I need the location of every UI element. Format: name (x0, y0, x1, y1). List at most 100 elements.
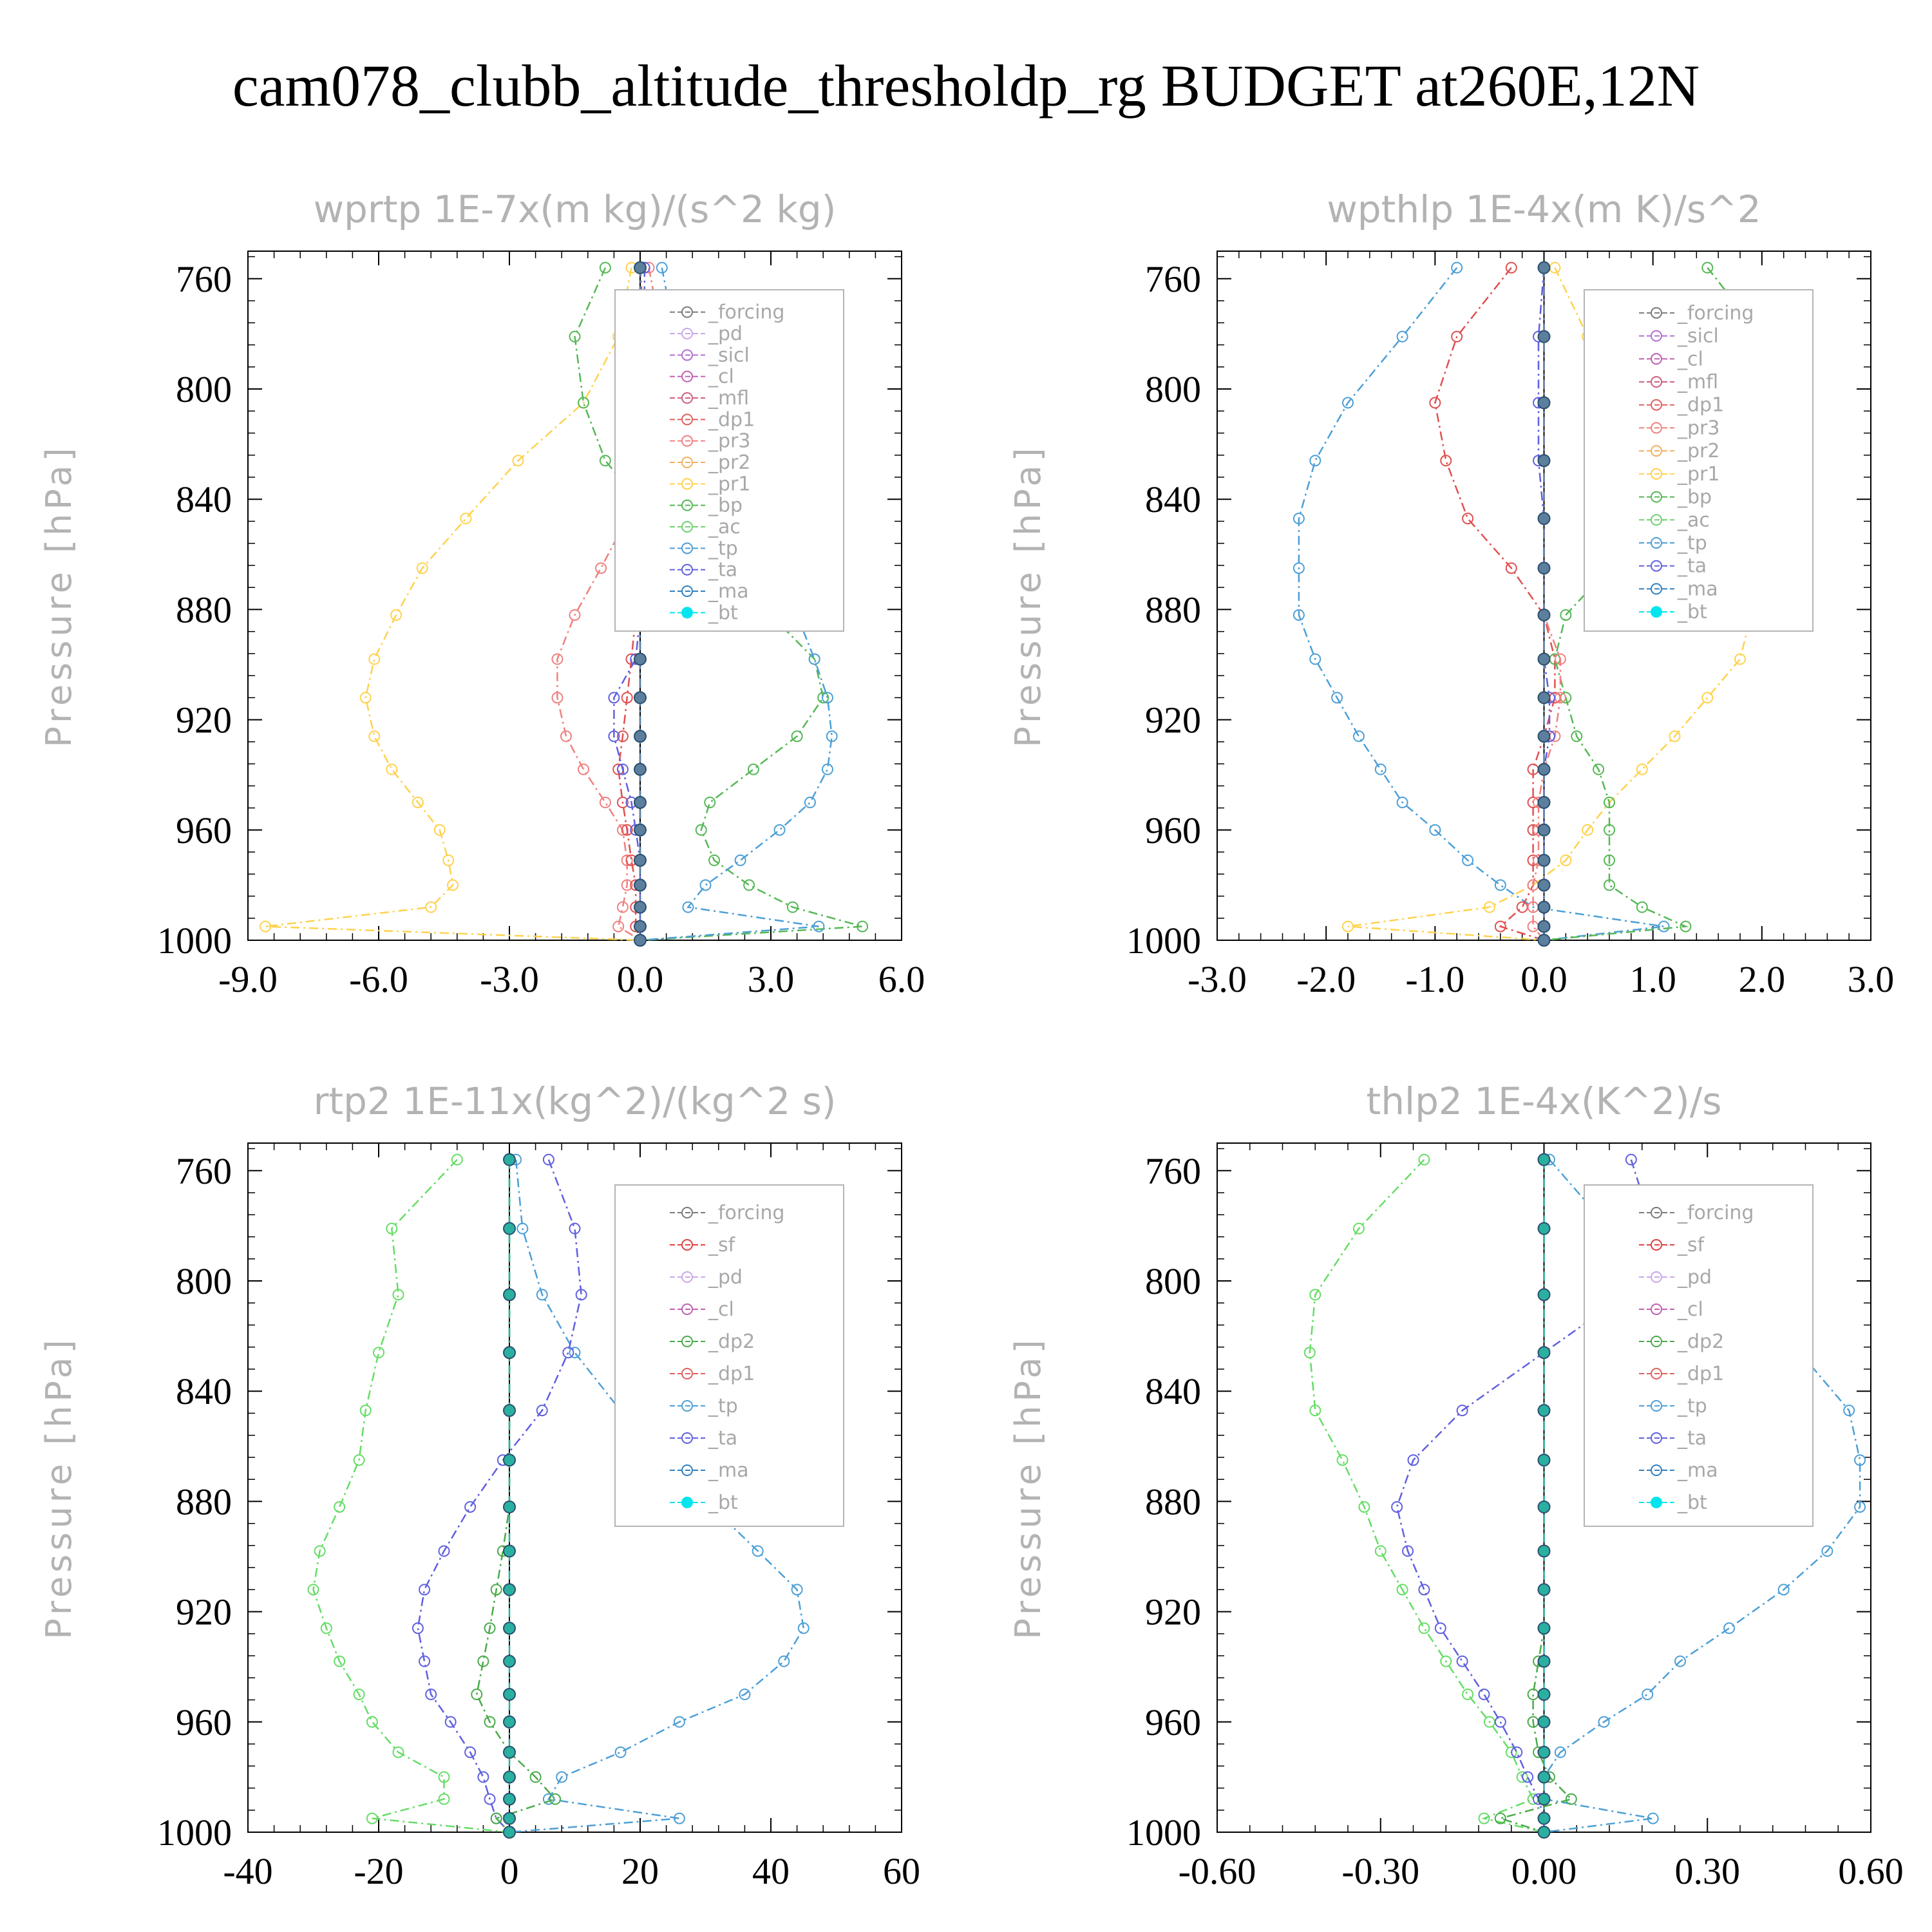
legend-marker (681, 1303, 693, 1315)
plot-frame (247, 1142, 902, 1833)
legend-marker (1651, 537, 1662, 549)
data-point (1565, 1793, 1577, 1805)
x-tick-label: -6.0 (349, 958, 408, 1000)
legend-marker (1651, 1400, 1662, 1412)
data-point (575, 1289, 587, 1301)
series-line (1309, 1159, 1544, 1833)
y-tick-label: 960 (1145, 1701, 1201, 1743)
series-dp2 (1494, 1153, 1577, 1838)
legend-marker (1651, 606, 1662, 618)
data-point (608, 730, 620, 743)
legend-marker (1651, 1464, 1662, 1476)
data-point (1537, 730, 1551, 743)
data-point (490, 1812, 502, 1824)
data-point (353, 1689, 365, 1700)
legend-entry: _ac (1639, 509, 1710, 531)
data-point (1537, 1500, 1551, 1513)
legend-label: _cl (1677, 1298, 1703, 1321)
legend-entry: _ma (670, 1459, 749, 1482)
data-point (673, 1716, 685, 1728)
series-line (417, 1159, 582, 1833)
legend: _forcing_pd_sicl_cl_mfl_dp1_pr3_pr2_pr1_… (614, 289, 844, 632)
legend: _forcing _sf _pd _cl _dp2 _dp1 _tp _ta _ma _bt (1584, 1184, 1814, 1527)
x-tick-label: -3.0 (480, 958, 539, 1000)
data-point (1494, 1716, 1506, 1728)
data-point (1505, 562, 1517, 574)
legend-entry: _ac (670, 516, 741, 538)
legend-marker (1651, 468, 1662, 480)
data-point (1625, 1153, 1637, 1166)
legend-entry: _sf (670, 1234, 736, 1256)
x-tick-label: 0.00 (1511, 1850, 1577, 1892)
legend-marker (681, 349, 693, 361)
legend-entry: _cl (1639, 348, 1703, 370)
data-point (386, 763, 398, 775)
legend-marker (681, 542, 693, 554)
y-tick-label: 800 (1145, 368, 1201, 410)
data-point (1331, 692, 1343, 704)
legend-entry: _forcing (670, 1202, 784, 1224)
data-point (616, 797, 629, 808)
data-point (556, 1771, 568, 1783)
data-point (1456, 1405, 1468, 1417)
data-point (791, 730, 803, 743)
y-axis-label: Pressure [hPa] (39, 1336, 79, 1639)
y-axis-label: Pressure [hPa] (39, 444, 79, 747)
y-tick-label: 920 (176, 1591, 232, 1633)
y-tick-label: 800 (176, 368, 232, 410)
legend-label: _tp (1677, 1395, 1707, 1417)
legend-label: _bt (1677, 601, 1707, 623)
series-line (1497, 1159, 1573, 1833)
data-point (621, 824, 633, 836)
data-point (634, 934, 647, 947)
legend-label: _dp1 (1677, 1363, 1724, 1385)
data-point (1734, 653, 1746, 665)
data-point (334, 1501, 346, 1513)
series-line (1532, 267, 1562, 941)
data-point (1516, 1771, 1528, 1783)
y-axis-label: Pressure [hPa] (1008, 444, 1048, 747)
data-point (1309, 455, 1321, 467)
data-point (373, 1347, 384, 1359)
data-point (1537, 934, 1551, 947)
x-tick-label: -20 (354, 1850, 403, 1892)
data-point (608, 692, 620, 704)
legend-label: _dp1 (1677, 394, 1724, 417)
data-point (1494, 920, 1506, 933)
data-point (1821, 1545, 1833, 1557)
legend-marker (681, 1207, 693, 1218)
data-point (503, 1622, 516, 1635)
data-point (1604, 854, 1615, 866)
legend-entry: _forcing (1639, 1202, 1754, 1224)
legend-label: _ma (1677, 1459, 1718, 1482)
data-point (1483, 901, 1495, 913)
legend-marker (1651, 376, 1662, 388)
data-point (1396, 1584, 1408, 1596)
legend-label: _ma (708, 1459, 749, 1482)
legend-marker (681, 1271, 693, 1283)
data-point (1456, 1655, 1468, 1667)
x-tick-label: -2.0 (1296, 958, 1356, 1000)
data-point (1537, 823, 1551, 837)
data-point (1462, 513, 1474, 525)
data-point (366, 1716, 378, 1728)
data-point (778, 1655, 790, 1667)
data-point (1516, 901, 1528, 913)
legend-label: _bt (708, 601, 738, 624)
legend: _forcing_sicl_cl_mfl_dp1_pr3_pr2_pr1_bp_… (1584, 289, 1814, 632)
data-point (708, 854, 721, 866)
data-point (616, 730, 629, 743)
x-tick-label: 60 (883, 1850, 920, 1892)
legend-label: _dp2 (1677, 1331, 1724, 1353)
legend-entry: _pd (670, 1266, 743, 1289)
legend-entry: _ma (1639, 1459, 1718, 1482)
legend-entry: _pr3 (1639, 417, 1719, 439)
data-point (1374, 763, 1387, 775)
figure-title: cam078_clubb_altitude_thresholdp_rg BUDG… (232, 53, 1700, 118)
data-point (569, 330, 581, 343)
data-point (1537, 900, 1551, 914)
data-point (464, 1746, 477, 1758)
legend-label: _cl (708, 366, 734, 388)
data-point (616, 901, 629, 913)
